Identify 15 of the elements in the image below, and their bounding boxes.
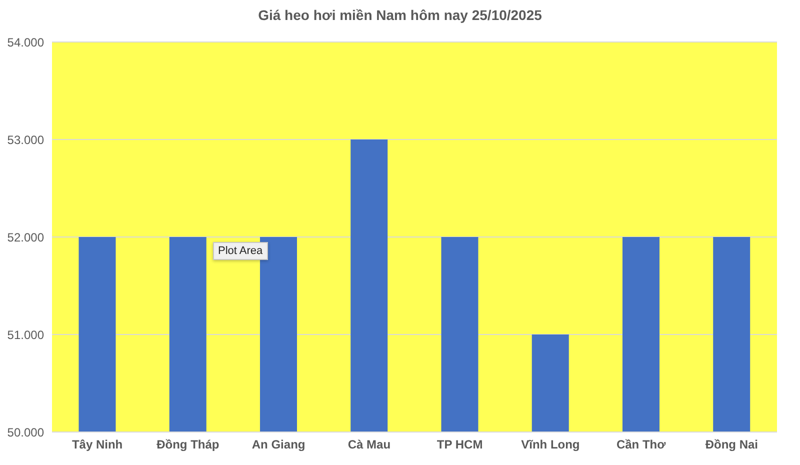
annotation: Plot Area	[213, 242, 268, 260]
chart-title: Giá heo hơi miền Nam hôm nay 25/10/2025	[257, 7, 543, 23]
x-tick-label: Tây Ninh	[72, 438, 123, 452]
x-tick-label: Đồng Nai	[705, 438, 758, 452]
x-tick-label: Vĩnh Long	[521, 438, 580, 452]
x-tick-label: Cà Mau	[348, 438, 391, 452]
y-tick-label: 53.000	[7, 132, 44, 147]
x-tick-label: Đồng Tháp	[156, 438, 220, 452]
x-tick-label: An Giang	[252, 438, 306, 452]
y-tick-label: 54.000	[7, 35, 44, 50]
y-tick-label: 50.000	[7, 425, 44, 440]
x-tick-label: TP HCM	[436, 438, 483, 452]
x-tick-label: Cần Thơ	[616, 438, 666, 452]
y-tick-label: 52.000	[7, 230, 44, 244]
y-tick-label: 51.000	[7, 328, 44, 342]
